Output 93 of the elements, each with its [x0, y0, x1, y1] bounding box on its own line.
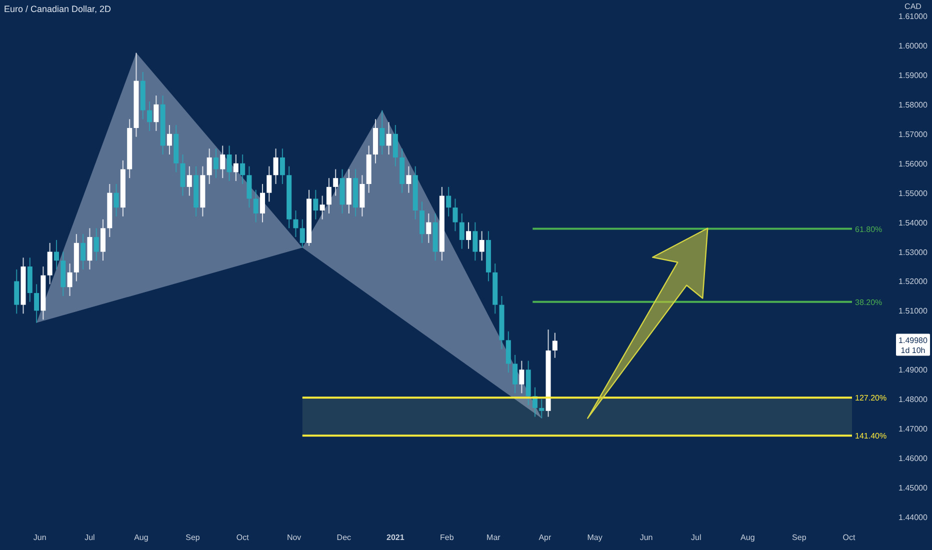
- x-tick-label: Oct: [842, 533, 856, 542]
- y-tick-label: 1.59000: [898, 70, 928, 80]
- candlestick: [313, 189, 318, 220]
- candlestick: [519, 360, 524, 394]
- candlestick: [34, 284, 40, 324]
- candlestick: [479, 230, 484, 262]
- candlestick: [166, 124, 172, 156]
- candlestick: [293, 210, 298, 238]
- candlestick: [180, 154, 186, 196]
- x-tick-label: Feb: [440, 533, 454, 542]
- candlestick: [240, 154, 246, 184]
- x-tick-label: Jun: [33, 533, 46, 542]
- y-tick-label: 1.51000: [898, 306, 928, 316]
- candlestick: [406, 166, 412, 194]
- y-tick-label: 1.60000: [898, 41, 928, 50]
- text: 127.20%: [855, 394, 887, 403]
- candlestick: [253, 189, 258, 223]
- y-tick-label: 1.46000: [898, 454, 928, 464]
- candlestick: [220, 145, 226, 179]
- candlestick: [452, 198, 458, 232]
- y-tick-label: 1.58000: [898, 100, 928, 110]
- candlestick: [380, 110, 385, 156]
- candlestick: [186, 166, 192, 196]
- y-tick-label: 1.61000: [898, 12, 928, 21]
- candlestick: [472, 222, 478, 262]
- candlestick: [273, 148, 278, 184]
- y-tick-label: 1.52000: [898, 277, 928, 286]
- candlestick: [539, 398, 544, 419]
- chart-title: Euro / Canadian Dollar, 2D: [4, 4, 112, 14]
- candlestick: [14, 268, 20, 314]
- candlestick: [206, 148, 212, 184]
- candlestick: [466, 222, 472, 250]
- text: 141.40%: [855, 432, 887, 441]
- text: 61.80%: [855, 224, 882, 234]
- candlestick: [360, 174, 365, 217]
- candlestick: [459, 212, 464, 250]
- x-tick-label: May: [587, 533, 602, 542]
- y-tick-label: 1.56000: [898, 159, 928, 168]
- candlestick: [420, 201, 425, 244]
- candlestick: [333, 168, 338, 196]
- candlestick: [54, 239, 59, 270]
- x-tick-label: Mar: [486, 533, 501, 542]
- x-tick-label: Sep: [186, 533, 200, 542]
- candlestick: [506, 330, 511, 374]
- y-tick-label: 1.55000: [898, 188, 928, 198]
- y-tick-label: 1.48000: [898, 395, 928, 404]
- candlestick: [47, 242, 52, 285]
- text: 1d 10h: [900, 346, 926, 355]
- x-tick-label: Nov: [286, 533, 302, 542]
- x-tick-label: Jul: [691, 533, 702, 542]
- x-tick-label: Oct: [236, 533, 250, 542]
- candlestick: [246, 166, 252, 208]
- candlestick: [114, 183, 119, 217]
- candlestick: [260, 183, 266, 223]
- text: 1.49980: [898, 336, 928, 345]
- y-tick-label: 1.47000: [898, 424, 928, 434]
- candlestick: [512, 354, 518, 394]
- text: 38.20%: [855, 298, 882, 307]
- x-tick-label: Dec: [336, 533, 352, 542]
- y-axis-title: CAD: [904, 2, 922, 11]
- candlestick: [226, 145, 232, 182]
- candlestick: [300, 218, 305, 248]
- y-tick-label: 1.49000: [898, 366, 928, 375]
- candlestick: [80, 234, 86, 270]
- candlestick: [326, 178, 332, 214]
- x-tick-label: 2021: [386, 533, 405, 542]
- x-tick-label: Aug: [740, 533, 755, 542]
- y-tick-label: 1.53000: [898, 248, 928, 257]
- candlestick: [280, 148, 285, 184]
- y-tick-label: 1.57000: [898, 130, 928, 139]
- candlestick: [67, 263, 72, 296]
- y-tick-label: 1.45000: [898, 484, 928, 493]
- candlestick: [154, 95, 159, 132]
- candlestick: [392, 124, 398, 167]
- candlestick: [213, 148, 218, 179]
- x-tick-label: Apr: [538, 533, 552, 542]
- candlestick: [233, 154, 238, 182]
- candlestick: [87, 228, 92, 270]
- candlestick: [147, 100, 152, 132]
- candlestick: [426, 212, 432, 244]
- candlestick: [100, 218, 106, 262]
- x-tick-label: Sep: [792, 533, 807, 542]
- candlestick: [386, 122, 392, 156]
- x-tick-label: Jun: [640, 533, 653, 542]
- y-tick-label: 1.54000: [898, 218, 928, 228]
- candlestick: [446, 186, 452, 217]
- x-tick-label: Aug: [134, 533, 148, 542]
- y-tick-label: 1.44000: [898, 513, 928, 522]
- candlestick: [266, 166, 272, 202]
- x-tick-label: Jul: [84, 533, 96, 542]
- candlestick: [94, 228, 99, 262]
- candlestick: [320, 195, 325, 220]
- candlestick: [552, 332, 558, 358]
